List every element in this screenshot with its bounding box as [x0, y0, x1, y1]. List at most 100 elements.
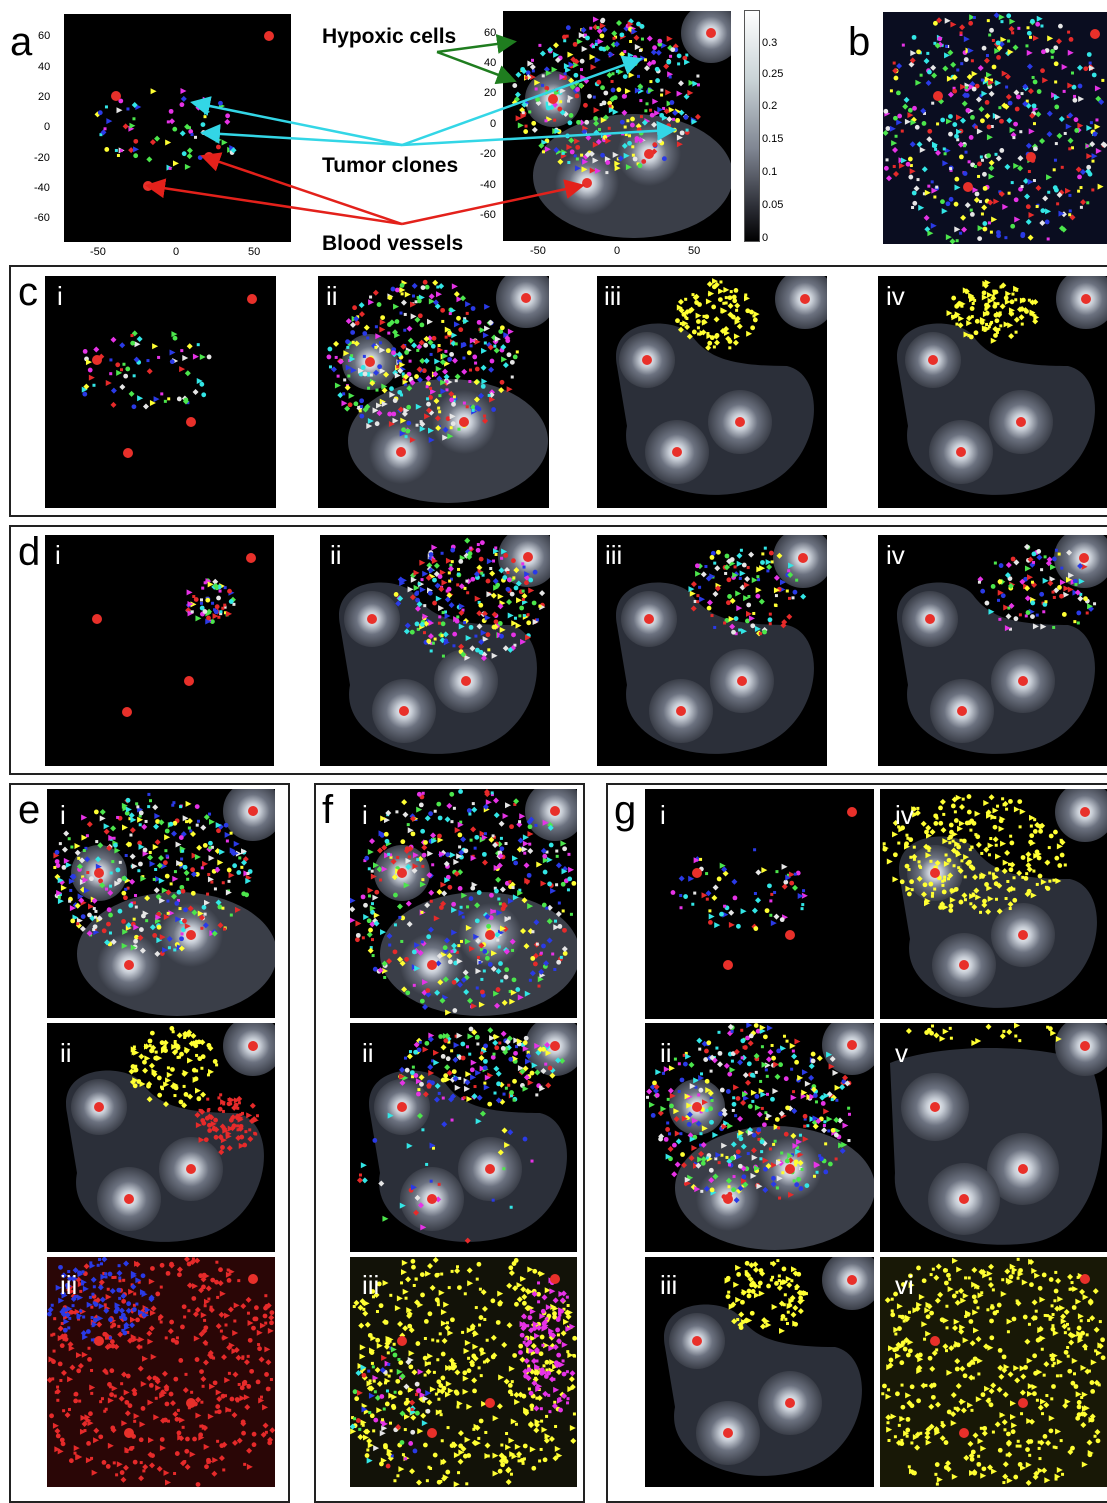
cell-marker: [505, 842, 508, 845]
cell-marker: [420, 322, 425, 327]
cell-marker: [491, 791, 494, 794]
cell-marker: [545, 1415, 548, 1418]
cell-marker: [79, 1309, 82, 1312]
cell-marker: [224, 823, 229, 828]
cell-marker: [155, 1397, 158, 1400]
cell-marker: [492, 834, 495, 837]
cell-marker: [483, 1065, 488, 1070]
cell-marker: [1080, 186, 1083, 189]
cell-marker: [977, 236, 982, 241]
cell-marker: [742, 563, 747, 568]
cell-marker: [441, 552, 444, 555]
cell-marker: [195, 804, 200, 809]
cell-marker: [1074, 117, 1079, 122]
cell-marker: [752, 314, 755, 317]
cell-marker: [220, 1145, 225, 1150]
cell-marker: [356, 933, 361, 938]
cell-marker: [441, 634, 444, 637]
cell-marker: [795, 579, 798, 582]
cell-marker: [438, 1183, 441, 1186]
cell-marker: [195, 1054, 198, 1057]
cell-marker: [416, 1388, 421, 1393]
cell-marker: [990, 231, 993, 234]
cell-marker: [76, 922, 79, 925]
cell-marker: [139, 927, 144, 932]
cell-marker: [484, 1431, 487, 1434]
cell-marker: [188, 827, 191, 830]
cell-marker: [1007, 607, 1010, 610]
cell-marker: [484, 341, 487, 344]
cell-marker: [951, 296, 956, 301]
cell-marker: [725, 554, 730, 559]
cell-marker: [680, 906, 683, 909]
roman-f-iii: iii: [362, 1272, 379, 1298]
cell-marker: [551, 952, 554, 955]
cell-marker: [232, 863, 237, 868]
cell-marker: [540, 1448, 543, 1451]
cell-marker: [133, 374, 136, 377]
cell-marker: [199, 1369, 204, 1374]
cell-marker: [480, 948, 483, 951]
cell-marker: [219, 1093, 222, 1096]
cell-marker: [732, 1102, 737, 1107]
cell-marker: [474, 362, 477, 365]
cell-marker: [692, 293, 695, 296]
cell-marker: [214, 609, 219, 614]
cell-marker: [117, 1325, 120, 1328]
cell-marker: [186, 878, 189, 881]
cell-marker: [499, 902, 502, 905]
cell-marker: [566, 1296, 569, 1299]
cell-marker: [406, 405, 411, 410]
cell-marker: [422, 853, 427, 858]
cell-marker: [432, 1147, 435, 1150]
cell-marker: [486, 579, 491, 584]
cell-marker: [512, 1353, 517, 1358]
cell-marker: [567, 1397, 570, 1400]
cell-marker: [235, 1397, 240, 1402]
tick-label: 0.2: [762, 100, 777, 112]
cell-marker: [755, 594, 760, 599]
cell-marker: [543, 870, 548, 875]
cell-marker: [558, 1312, 561, 1315]
cell-marker: [169, 1320, 174, 1325]
cell-marker: [1047, 191, 1050, 194]
cell-marker: [1044, 600, 1047, 603]
cell-marker: [372, 954, 375, 957]
cell-marker: [477, 543, 480, 546]
cell-marker: [70, 846, 73, 849]
cell-marker: [131, 1446, 134, 1449]
cell-marker: [205, 1342, 208, 1345]
cell-marker: [72, 874, 75, 877]
cell-marker: [498, 1041, 501, 1044]
cell-marker: [528, 578, 533, 583]
cell-marker: [1074, 128, 1079, 133]
cell-marker: [236, 1128, 239, 1131]
cell-marker: [169, 1392, 174, 1397]
cell-marker: [413, 1284, 416, 1287]
panel-d-i-plot: [45, 535, 274, 766]
cell-marker: [76, 1368, 81, 1373]
cell-marker: [982, 227, 987, 232]
cell-marker: [400, 283, 405, 288]
cell-marker: [697, 1093, 700, 1096]
cell-marker: [706, 898, 709, 901]
cell-marker: [533, 962, 538, 967]
cell-marker: [699, 858, 702, 861]
cell-marker: [766, 1075, 769, 1078]
cell-marker: [718, 297, 723, 302]
cell-marker: [77, 1271, 82, 1276]
cell-marker: [218, 1267, 223, 1272]
cell-marker: [68, 1408, 71, 1411]
cell-marker: [429, 557, 432, 560]
cell-marker: [361, 365, 366, 370]
cell-marker: [710, 555, 715, 560]
cell-marker: [783, 880, 788, 885]
cell-marker: [56, 1399, 59, 1402]
cell-marker: [1054, 105, 1059, 110]
cell-marker: [996, 328, 999, 331]
cell-marker: [433, 1371, 436, 1374]
cell-marker: [480, 978, 483, 981]
cell-marker: [421, 285, 426, 290]
cell-marker: [446, 1056, 451, 1061]
cell-marker: [329, 365, 332, 368]
